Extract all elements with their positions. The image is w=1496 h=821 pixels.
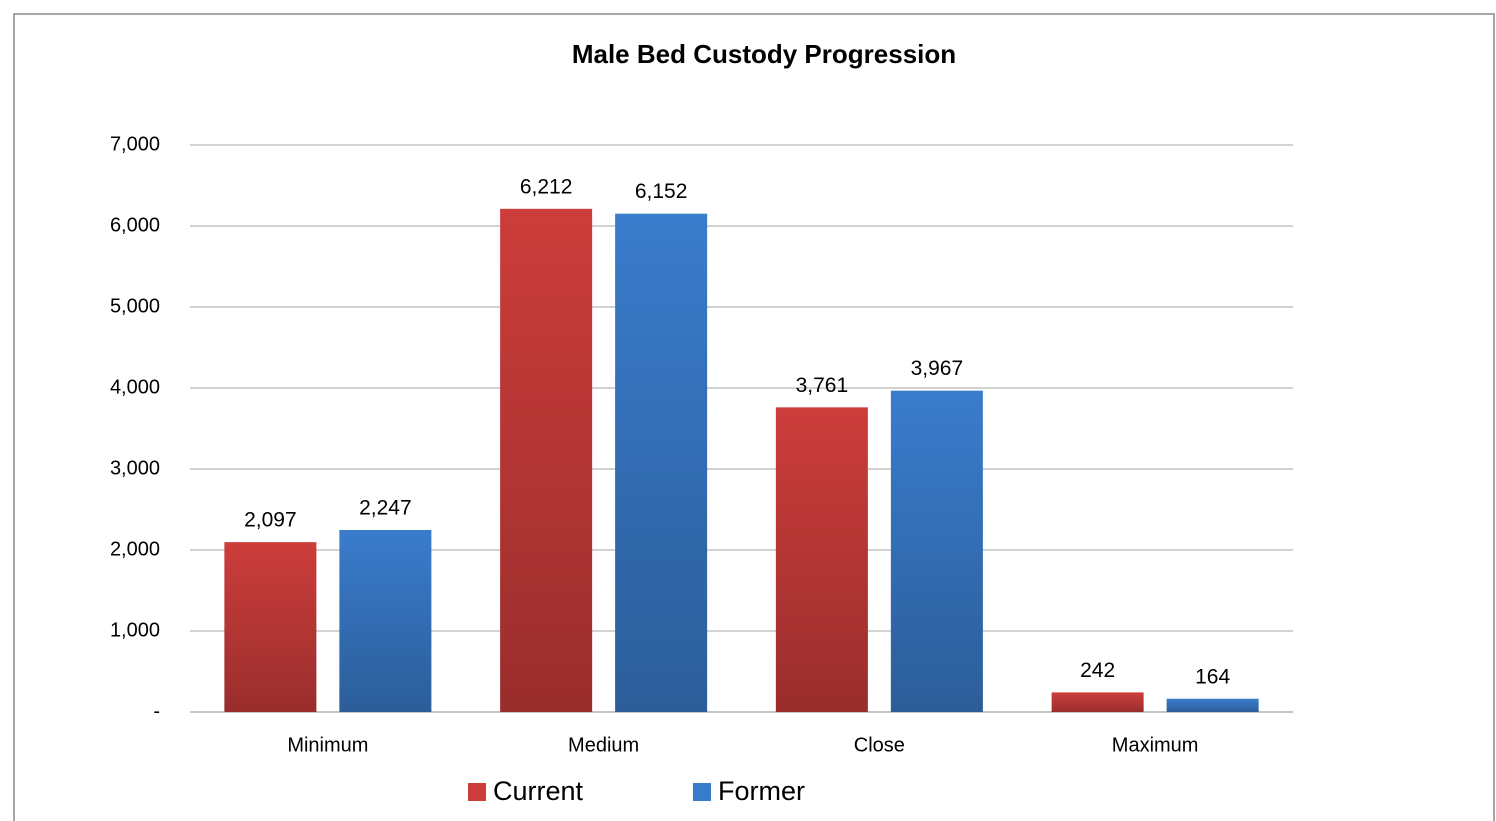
value-label: 6,152	[635, 180, 688, 203]
bar-shade	[775, 407, 868, 712]
value-label: 2,097	[244, 509, 297, 532]
bar-shade	[224, 542, 317, 712]
x-tick-label: Medium	[568, 734, 639, 756]
bar-shade	[615, 213, 708, 713]
bar-shade	[500, 208, 593, 712]
legend-label: Former	[718, 776, 805, 806]
x-tick-label: Close	[854, 734, 905, 756]
y-tick-label: 3,000	[110, 457, 160, 479]
legend-label: Current	[493, 776, 584, 806]
y-tick-label: 7,000	[110, 133, 160, 155]
bar-shade	[890, 390, 983, 712]
y-tick-label: 5,000	[110, 295, 160, 317]
legend-swatch	[693, 783, 711, 801]
bar-shade	[1166, 698, 1259, 712]
y-tick-label: -	[153, 700, 160, 722]
bar-shade	[339, 529, 432, 712]
y-tick-label: 1,000	[110, 619, 160, 641]
chart-frame	[13, 13, 1495, 821]
y-tick-label: 4,000	[110, 376, 160, 398]
x-tick-label: Maximum	[1112, 734, 1199, 756]
value-label: 2,247	[359, 497, 412, 520]
bar-shade	[1051, 692, 1144, 712]
legend-swatch	[468, 783, 486, 801]
x-tick-label: Minimum	[287, 734, 368, 756]
y-tick-label: 6,000	[110, 214, 160, 236]
chart-title: Male Bed Custody Progression	[572, 39, 956, 69]
value-label: 6,212	[520, 175, 573, 198]
value-label: 164	[1195, 665, 1230, 688]
value-label: 3,761	[796, 374, 849, 397]
y-tick-label: 2,000	[110, 538, 160, 560]
value-label: 3,967	[911, 357, 964, 380]
value-label: 242	[1080, 659, 1115, 682]
